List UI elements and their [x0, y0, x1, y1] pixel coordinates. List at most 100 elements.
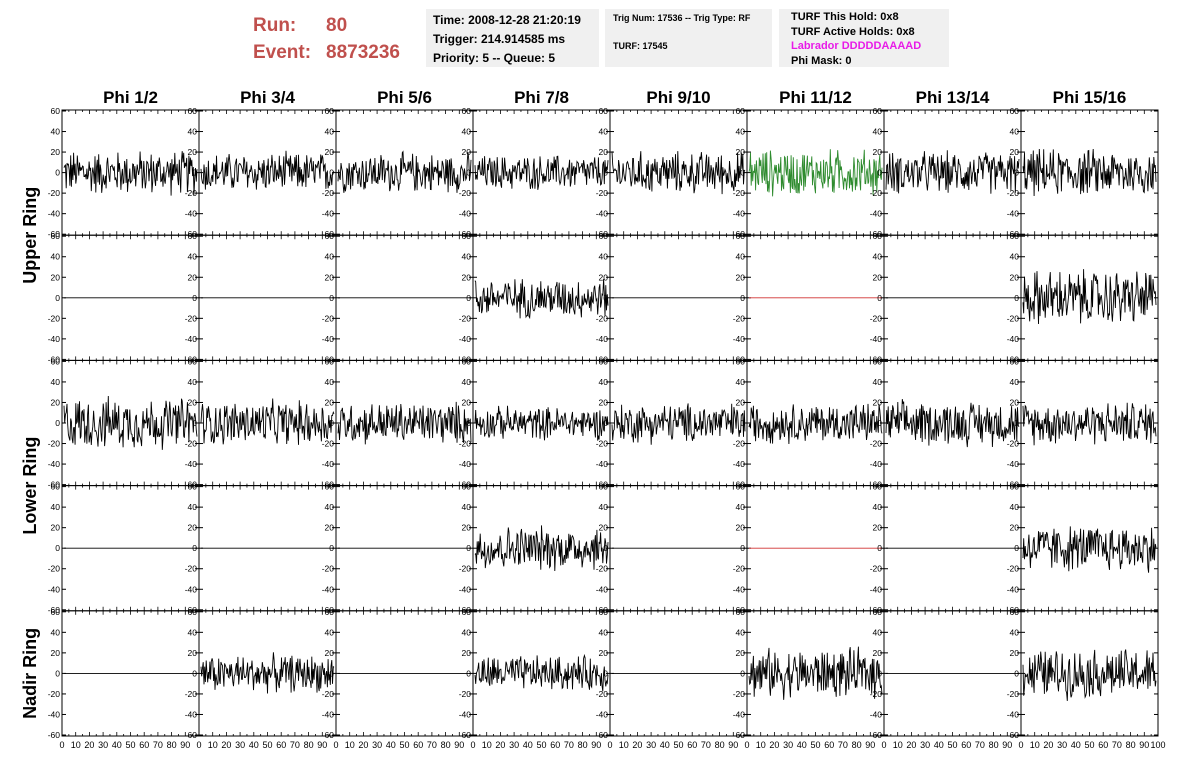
event-label: Event: — [253, 42, 312, 63]
column-header: Phi 5/6 — [377, 88, 432, 107]
waveform-panel — [883, 610, 1022, 737]
waveform-trace — [474, 278, 609, 320]
y-tick-label: -20 — [733, 689, 746, 699]
y-tick-label: -60 — [733, 730, 746, 740]
y-tick-label: 60 — [325, 106, 335, 116]
waveform-panel — [472, 109, 611, 236]
y-tick-label: 60 — [188, 607, 198, 617]
y-tick-label: 0 — [740, 668, 745, 678]
y-tick-label: -40 — [1007, 584, 1020, 594]
y-tick-label: 60 — [51, 482, 61, 492]
x-tick-label: 10 — [1030, 740, 1040, 750]
y-tick-label: -40 — [459, 459, 472, 469]
y-tick-label: -60 — [733, 605, 746, 615]
turf-this-hold-text: TURF This Hold: 0x8 — [791, 11, 899, 23]
x-tick-label: 20 — [221, 740, 231, 750]
y-tick-label: -20 — [596, 439, 609, 449]
x-tick-label: 70 — [290, 740, 300, 750]
y-tick-label: -40 — [48, 334, 61, 344]
y-tick-label: 40 — [1010, 627, 1020, 637]
waveform-panel — [609, 359, 748, 487]
x-tick-label: 60 — [824, 740, 834, 750]
y-tick-label: 40 — [188, 627, 198, 637]
y-tick-label: -20 — [1007, 439, 1020, 449]
waveform-panel — [746, 109, 885, 236]
y-tick-label: -20 — [596, 313, 609, 323]
waveform-panel — [609, 234, 748, 361]
y-tick-label: 20 — [51, 397, 61, 407]
x-tick-label: 40 — [797, 740, 807, 750]
waveform-trace — [337, 150, 472, 193]
y-tick-label: -20 — [48, 689, 61, 699]
y-tick-label: 0 — [466, 543, 471, 553]
waveform-panel — [1020, 485, 1159, 612]
waveform-panel — [746, 610, 885, 737]
x-tick-label: 40 — [934, 740, 944, 750]
y-tick-label: -60 — [459, 354, 472, 364]
y-tick-label: 60 — [736, 356, 746, 366]
x-tick-label: 30 — [372, 740, 382, 750]
y-tick-label: 60 — [599, 106, 609, 116]
x-tick-label: 70 — [701, 740, 711, 750]
waveform-panel — [472, 485, 611, 612]
y-tick-label: 60 — [1010, 106, 1020, 116]
y-tick-label: 60 — [599, 231, 609, 241]
y-tick-label: 0 — [329, 168, 334, 178]
y-tick-label: -40 — [322, 334, 335, 344]
y-tick-label: 60 — [462, 482, 472, 492]
y-tick-label: 60 — [736, 231, 746, 241]
waveform-trace — [1022, 402, 1157, 446]
column-header: Phi 15/16 — [1053, 88, 1127, 107]
x-tick-label: 80 — [441, 740, 451, 750]
y-tick-label: -40 — [596, 459, 609, 469]
y-tick-label: -40 — [1007, 709, 1020, 719]
x-tick-label: 20 — [358, 740, 368, 750]
y-tick-label: 60 — [873, 231, 883, 241]
x-tick-label: 30 — [1057, 740, 1067, 750]
x-tick-label: 10 — [482, 740, 492, 750]
waveform-panel — [61, 485, 200, 612]
y-tick-label: -20 — [185, 188, 198, 198]
y-tick-label: 60 — [188, 231, 198, 241]
y-tick-label: 20 — [736, 523, 746, 533]
phi-mask-text: Phi Mask: 0 — [791, 54, 852, 67]
waveform-trace — [885, 150, 1020, 194]
y-tick-label: -20 — [459, 564, 472, 574]
waveform-trace — [474, 525, 609, 572]
y-tick-label: 0 — [603, 668, 608, 678]
y-tick-label: 40 — [325, 627, 335, 637]
y-tick-label: 20 — [1010, 147, 1020, 157]
y-tick-label: 0 — [740, 293, 745, 303]
y-tick-label: 40 — [51, 502, 61, 512]
y-tick-label: 60 — [51, 607, 61, 617]
x-tick-label: 40 — [660, 740, 670, 750]
x-tick-label: 70 — [838, 740, 848, 750]
x-tick-label: 30 — [235, 740, 245, 750]
y-tick-label: 40 — [736, 502, 746, 512]
y-tick-label: -60 — [322, 480, 335, 490]
y-tick-label: 60 — [325, 231, 335, 241]
y-tick-label: 0 — [466, 418, 471, 428]
y-tick-label: -60 — [48, 605, 61, 615]
waveform-trace — [748, 646, 883, 700]
y-tick-label: -60 — [185, 229, 198, 239]
x-tick-label: 50 — [125, 740, 135, 750]
y-tick-label: 20 — [873, 648, 883, 658]
x-tick-label: 60 — [413, 740, 423, 750]
waveform-panel — [335, 359, 474, 487]
y-tick-label: -20 — [185, 689, 198, 699]
waveform-panel — [198, 610, 337, 737]
y-tick-label: 60 — [1010, 482, 1020, 492]
trig-num-type-text: Trig Num: 17536 -- Trig Type: RF — [613, 13, 751, 23]
y-tick-label: 40 — [462, 127, 472, 137]
waveform-panel — [61, 109, 200, 236]
y-tick-label: 40 — [188, 252, 198, 262]
y-tick-label: -60 — [596, 480, 609, 490]
y-tick-label: 40 — [873, 252, 883, 262]
x-tick-label: 70 — [975, 740, 985, 750]
y-tick-label: 60 — [1010, 356, 1020, 366]
y-tick-label: 60 — [599, 607, 609, 617]
column-header: Phi 3/4 — [240, 88, 295, 107]
y-tick-label: 40 — [51, 127, 61, 137]
y-tick-label: -60 — [1007, 480, 1020, 490]
